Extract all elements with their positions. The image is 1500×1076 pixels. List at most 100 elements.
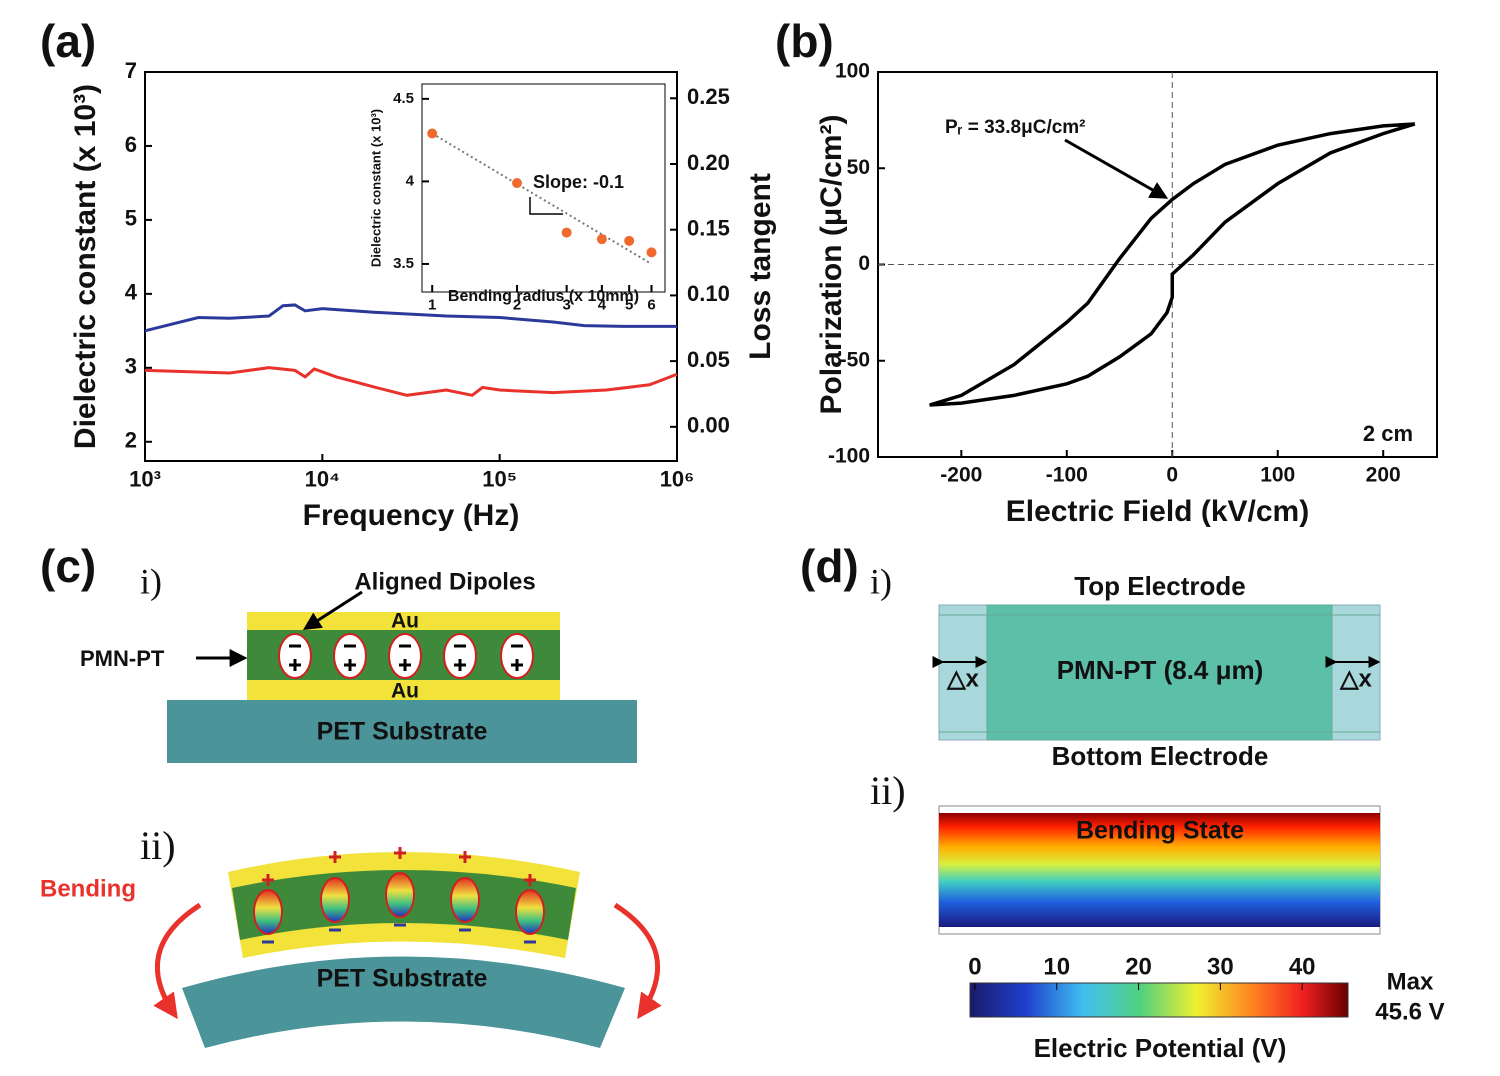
dipoles: [253, 847, 545, 944]
label: Bending State: [1076, 817, 1244, 845]
scale-label: 2 cm: [1363, 421, 1413, 446]
data-point: [561, 227, 572, 238]
part-label: ii): [870, 768, 906, 813]
x-tick-label: 5: [625, 296, 633, 313]
data-point: [596, 234, 607, 245]
data-point: [427, 128, 438, 139]
label: PET Substrate: [317, 965, 488, 993]
data-point: [512, 178, 523, 189]
label: Au: [391, 680, 419, 703]
x-tick-label: 100: [1260, 463, 1295, 486]
y2-axis-label: Loss tangent: [744, 173, 777, 360]
y-tick-label: 50: [847, 156, 870, 179]
substrate: [167, 700, 637, 763]
y-tick-label: 6: [125, 132, 137, 157]
panel-d: (d) i) Top Electrode PMN-PT (8.4 μm) △x …: [800, 540, 1445, 1063]
part-label: i): [140, 561, 162, 601]
x-tick-label: 10⁶: [660, 467, 695, 492]
y-tick-label: 7: [125, 58, 137, 83]
x-tick-label: -100: [1046, 463, 1088, 486]
dipole: [388, 633, 422, 679]
dipole: [385, 872, 415, 918]
plot-frame: [421, 83, 666, 293]
label: Max: [1387, 968, 1434, 995]
dipole: [515, 889, 545, 935]
annotation: Slope: -0.1: [533, 172, 624, 192]
y-tick-label: 4.5: [393, 90, 414, 107]
dipole: [500, 633, 534, 679]
y-axis-label: Polarization (μC/cm²): [815, 114, 848, 414]
label: △x: [946, 665, 979, 692]
label: PMN-PT (8.4 μm): [1057, 655, 1264, 685]
y2-tick-label: 0.25: [687, 84, 730, 109]
dipole: [333, 633, 367, 679]
panel-label: (b): [775, 15, 834, 67]
y-tick-label: 3.5: [393, 255, 414, 272]
y-tick-label: 4: [406, 172, 415, 189]
panel-c: (c) i) Aligned Dipoles Au Au PMN-PT PET …: [40, 540, 662, 1048]
label: Bending: [40, 875, 136, 902]
colorbar-ticks: 0 10 20 30 40: [968, 953, 1316, 990]
colorbar: [969, 982, 1349, 1018]
y2-tick-label: 0.05: [687, 347, 730, 372]
label: Au: [391, 610, 419, 633]
x-axis-label: Bending radius (x 10mm): [448, 288, 639, 305]
y-tick-label: 5: [125, 206, 137, 231]
y2-tick-label: 0.15: [687, 216, 730, 241]
label: Top Electrode: [1074, 571, 1245, 601]
arrow: [302, 590, 363, 630]
x-tick-label: 1: [428, 296, 436, 313]
label: Aligned Dipoles: [354, 568, 535, 595]
colorbar-tick-label: 20: [1125, 953, 1152, 980]
label: PET Substrate: [317, 718, 488, 746]
y2-tick-label: 0.20: [687, 150, 730, 175]
label: △x: [1339, 665, 1372, 692]
dipole: [450, 877, 480, 923]
slope-marker: [529, 197, 563, 215]
data-point: [624, 235, 635, 246]
part-label: ii): [140, 823, 176, 868]
x-tick-label: 200: [1366, 463, 1401, 486]
y-tick-label: 0: [858, 252, 870, 275]
x-tick-label: 4: [598, 296, 607, 313]
dipole: [443, 633, 477, 679]
dipoles: [278, 633, 534, 679]
data-point: [646, 247, 657, 258]
x-tick-label: 0: [1166, 463, 1178, 486]
dipole: [253, 889, 283, 935]
colorbar-tick-label: 0: [968, 953, 981, 980]
label: Bottom Electrode: [1052, 741, 1269, 771]
colorbar-tick-label: 10: [1043, 953, 1070, 980]
y2-tick-label: 0.10: [687, 281, 730, 306]
y-axis-label: Dielectric constant (x 10³): [368, 109, 383, 267]
substrate: [182, 956, 625, 1048]
data-line: [929, 122, 1416, 407]
arrow: [153, 902, 202, 1020]
x-tick-label: 10³: [129, 467, 161, 492]
panel-label: (d): [800, 540, 859, 592]
y2-tick-label: 0.00: [687, 413, 730, 438]
y-tick-label: 100: [835, 60, 870, 83]
x-tick-label: 2: [513, 296, 521, 313]
part-label: i): [870, 561, 892, 601]
data-line: [144, 366, 678, 397]
label: PMN-PT: [80, 646, 165, 671]
label: Electric Potential (V): [1034, 1033, 1287, 1063]
y-tick-label: 4: [125, 280, 138, 305]
annotation-arrow: [1064, 138, 1169, 199]
x-tick-label: 6: [647, 296, 655, 313]
x-tick-label: 3: [562, 296, 570, 313]
y-tick-label: 2: [125, 428, 137, 453]
y-tick-label: 3: [125, 354, 137, 379]
colorbar-tick-label: 40: [1289, 953, 1316, 980]
dipole: [278, 633, 312, 679]
y-tick-label: -100: [828, 445, 870, 468]
pmn-pt-layer: [986, 604, 1333, 741]
y-tick-label: -50: [840, 348, 870, 371]
x-tick-label: -200: [940, 463, 982, 486]
x-axis-label: Frequency (Hz): [303, 499, 520, 532]
colorbar-tick-label: 30: [1207, 953, 1234, 980]
data-line: [144, 303, 677, 333]
label: 45.6 V: [1375, 998, 1444, 1025]
